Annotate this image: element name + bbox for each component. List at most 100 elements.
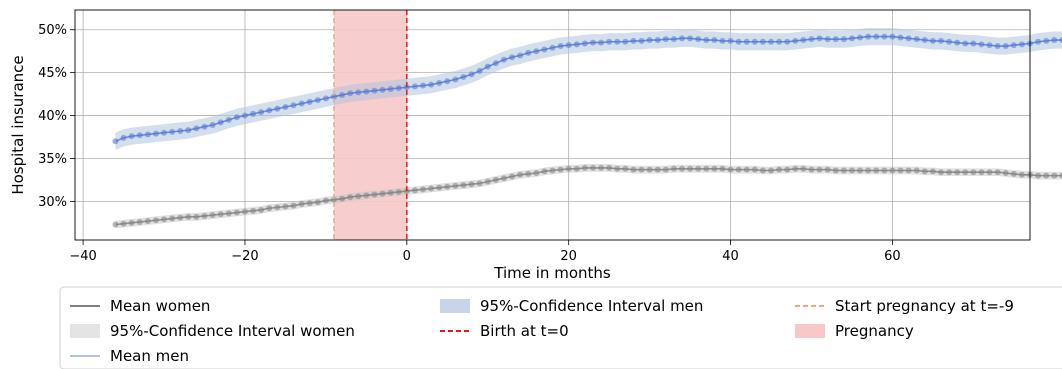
data-point-men (937, 37, 944, 44)
data-point-women (120, 220, 127, 227)
data-point-women (177, 214, 184, 221)
data-point-women (322, 197, 329, 204)
data-point-women (646, 166, 653, 173)
data-point-men (873, 33, 880, 40)
pregnancy-region (333, 10, 407, 240)
data-point-women (662, 166, 669, 173)
data-point-men (258, 109, 265, 116)
data-point-men (201, 123, 208, 130)
data-point-women (921, 168, 928, 175)
data-point-women (436, 184, 443, 191)
data-point-men (209, 122, 216, 128)
data-point-women (444, 183, 451, 190)
data-point-men (339, 91, 346, 98)
data-point-men (484, 63, 491, 70)
data-point-women (266, 205, 273, 212)
data-point-women (589, 164, 596, 171)
series-layer (112, 33, 1062, 228)
data-point-men (460, 73, 467, 80)
data-point-men (735, 38, 742, 45)
data-point-men (630, 37, 637, 44)
pregnancy-region-layer (333, 10, 407, 240)
data-point-men (646, 37, 653, 44)
data-point-women (225, 210, 232, 217)
data-point-men (120, 134, 127, 141)
legend-label: 95%-Confidence Interval women (110, 322, 355, 340)
data-point-women (290, 202, 297, 209)
data-point-women (217, 211, 224, 218)
data-point-women (241, 208, 248, 215)
data-point-men (290, 102, 297, 109)
data-point-women (768, 167, 775, 174)
data-point-men (347, 90, 354, 97)
data-point-women (1043, 172, 1050, 179)
data-point-men (994, 43, 1001, 50)
data-point-men (250, 110, 257, 117)
data-point-men (719, 37, 726, 44)
plot-frame (74, 9, 1031, 241)
data-point-women (209, 212, 216, 219)
data-point-women (913, 167, 920, 174)
ci-band-women (115, 164, 1062, 229)
data-point-women (533, 170, 540, 177)
data-point-women (347, 194, 354, 201)
data-point-women (678, 165, 685, 172)
grid (75, 10, 1030, 240)
data-point-men (921, 37, 928, 44)
data-point-women (759, 167, 766, 174)
series-line-mean-women (115, 167, 1062, 226)
legend-label: Mean men (110, 347, 189, 365)
data-point-women (112, 221, 119, 228)
data-point-men (355, 89, 362, 96)
data-point-women (428, 185, 435, 192)
data-point-women (857, 167, 864, 174)
data-point-women (233, 209, 240, 216)
data-point-women (954, 169, 961, 176)
data-point-men (476, 67, 483, 74)
data-point-men (266, 107, 273, 114)
data-point-women (193, 213, 200, 220)
data-point-men (217, 119, 224, 126)
data-point-women (525, 170, 532, 177)
data-point-women (476, 180, 483, 187)
data-point-men (670, 36, 677, 43)
data-point-men (808, 36, 815, 43)
data-point-women (1059, 172, 1062, 179)
data-point-men (185, 127, 192, 134)
data-point-men (330, 93, 337, 100)
data-point-men (816, 35, 823, 42)
data-point-women (128, 219, 135, 226)
data-point-women (889, 167, 896, 174)
data-point-men (387, 85, 394, 92)
axes (70, 9, 1031, 245)
data-point-men (1010, 42, 1017, 49)
data-point-men (598, 39, 605, 46)
data-point-women (339, 195, 346, 202)
data-point-men (541, 46, 548, 53)
data-point-women (630, 166, 637, 173)
data-point-women (403, 188, 410, 195)
data-point-women (978, 169, 985, 176)
data-point-men (889, 33, 896, 40)
data-point-women (776, 166, 783, 173)
data-point-women (371, 191, 378, 198)
data-point-men (436, 79, 443, 86)
data-point-men (1051, 37, 1058, 44)
legend-label: Pregnancy (835, 322, 914, 340)
data-point-men (282, 103, 289, 110)
data-point-women (468, 181, 475, 188)
data-point-men (136, 132, 143, 139)
data-point-men (314, 97, 321, 104)
data-point-men (428, 81, 435, 88)
data-point-women (136, 218, 143, 225)
tick-labels: −40 −20 0 20 40 60 30% 35% 40% 45% 50% (38, 23, 901, 264)
data-point-women (865, 167, 872, 174)
data-point-women (614, 165, 621, 172)
data-point-men (881, 33, 888, 40)
data-point-men (614, 38, 621, 45)
legend: Mean women 95%-Confidence Interval women M… (59, 286, 1062, 369)
data-point-men (848, 35, 855, 42)
data-point-men (225, 116, 232, 123)
data-point-women (298, 200, 305, 207)
